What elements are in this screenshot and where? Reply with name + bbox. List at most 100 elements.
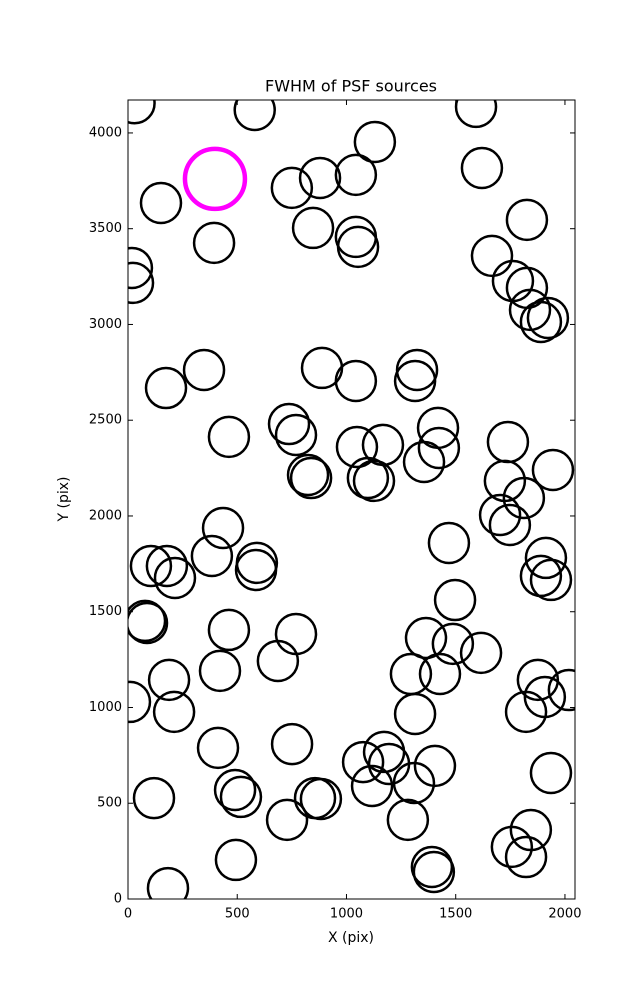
- source-circle: [267, 402, 311, 446]
- source-circle: [213, 768, 257, 812]
- source-circle: [201, 506, 245, 550]
- source-circle: [196, 726, 240, 770]
- plot-area: [128, 100, 575, 899]
- source-circle: [529, 558, 573, 602]
- source-circle: [270, 722, 314, 766]
- source-circle: [128, 599, 167, 643]
- source-circle: [234, 548, 278, 592]
- source-circle: [286, 453, 330, 497]
- source-circle: [198, 649, 242, 693]
- source-circle: [346, 456, 390, 500]
- source-circle: [431, 622, 475, 666]
- source-circle: [146, 866, 190, 899]
- source-circle: [352, 459, 396, 503]
- source-circle: [128, 680, 152, 724]
- source-circle: [144, 366, 188, 410]
- source-circle: [454, 100, 498, 129]
- x-axis-label: X (pix): [328, 930, 374, 946]
- source-circle: [417, 426, 461, 470]
- source-circle: [139, 181, 183, 225]
- source-circle: [128, 601, 169, 645]
- y-tick-label: 3500: [89, 221, 122, 236]
- source-circle: [470, 234, 514, 278]
- source-circle: [433, 578, 477, 622]
- source-circle: [270, 166, 314, 210]
- source-circle: [526, 296, 570, 340]
- source-circle: [393, 692, 437, 736]
- source-circle: [502, 476, 546, 520]
- source-circle: [289, 456, 333, 500]
- y-tick-label: 4000: [89, 125, 122, 140]
- source-circle: [298, 156, 342, 200]
- y-tick-label: 3000: [89, 317, 122, 332]
- source-circle: [335, 425, 379, 469]
- source-circle: [192, 221, 236, 265]
- source-circle: [214, 838, 258, 882]
- x-tick-label: 500: [225, 907, 250, 922]
- source-circle: [505, 198, 549, 242]
- source-circle: [460, 146, 504, 190]
- source-circle: [486, 420, 530, 464]
- y-tick-label: 2500: [89, 413, 122, 428]
- source-circle: [145, 544, 189, 588]
- source-circle: [291, 206, 335, 250]
- source-circle: [207, 608, 251, 652]
- source-circle: [341, 740, 385, 784]
- x-tick-label: 2000: [548, 907, 581, 922]
- source-circle: [274, 612, 318, 656]
- source-circle: [128, 261, 155, 305]
- source-circle: [334, 359, 378, 403]
- source-circle: [478, 493, 522, 537]
- source-circle: [256, 639, 300, 683]
- source-circle: [207, 415, 251, 459]
- source-circle: [404, 616, 448, 660]
- source-circle: [334, 153, 378, 197]
- source-circle: [504, 690, 548, 734]
- y-tick-label: 2000: [89, 508, 122, 523]
- source-circle: [459, 631, 503, 675]
- x-tick-label: 1500: [439, 907, 472, 922]
- source-circle: [152, 690, 196, 734]
- source-circle: [233, 100, 276, 132]
- source-circle: [393, 359, 437, 403]
- chart-title: FWHM of PSF sources: [265, 77, 437, 96]
- source-circle: [219, 775, 263, 819]
- source-circle: [182, 146, 248, 212]
- source-circle: [274, 413, 318, 457]
- source-circle: [427, 521, 471, 565]
- source-circle: [402, 440, 446, 484]
- y-tick-label: 1000: [89, 700, 122, 715]
- x-tick-label: 1000: [330, 907, 363, 922]
- axes-frame: [127, 99, 576, 900]
- source-circle: [132, 776, 176, 820]
- y-tick-label: 500: [97, 796, 122, 811]
- source-circle: [353, 120, 397, 164]
- source-circle: [531, 448, 575, 492]
- source-circle: [519, 300, 563, 344]
- source-circle: [490, 825, 534, 869]
- source-circle: [392, 761, 436, 805]
- source-circle: [147, 658, 191, 702]
- source-circle: [128, 100, 156, 125]
- source-circle: [547, 668, 575, 712]
- source-circle: [128, 246, 154, 290]
- source-circle: [265, 798, 309, 842]
- source-circle: [350, 764, 394, 808]
- source-circle: [529, 751, 573, 795]
- source-circle: [488, 503, 532, 547]
- source-circle: [153, 556, 197, 600]
- source-circle: [336, 225, 380, 269]
- source-circle: [190, 534, 234, 578]
- y-axis-label: Y (pix): [56, 477, 72, 523]
- source-circle: [386, 798, 430, 842]
- y-tick-label: 1500: [89, 604, 122, 619]
- y-tick-label: 0: [114, 892, 122, 907]
- source-circle: [129, 544, 173, 588]
- source-circle: [504, 835, 548, 879]
- source-circle: [516, 658, 560, 702]
- source-circle: [412, 850, 456, 894]
- source-circle: [524, 536, 568, 580]
- source-circle: [410, 845, 454, 889]
- x-tick-label: 0: [124, 907, 132, 922]
